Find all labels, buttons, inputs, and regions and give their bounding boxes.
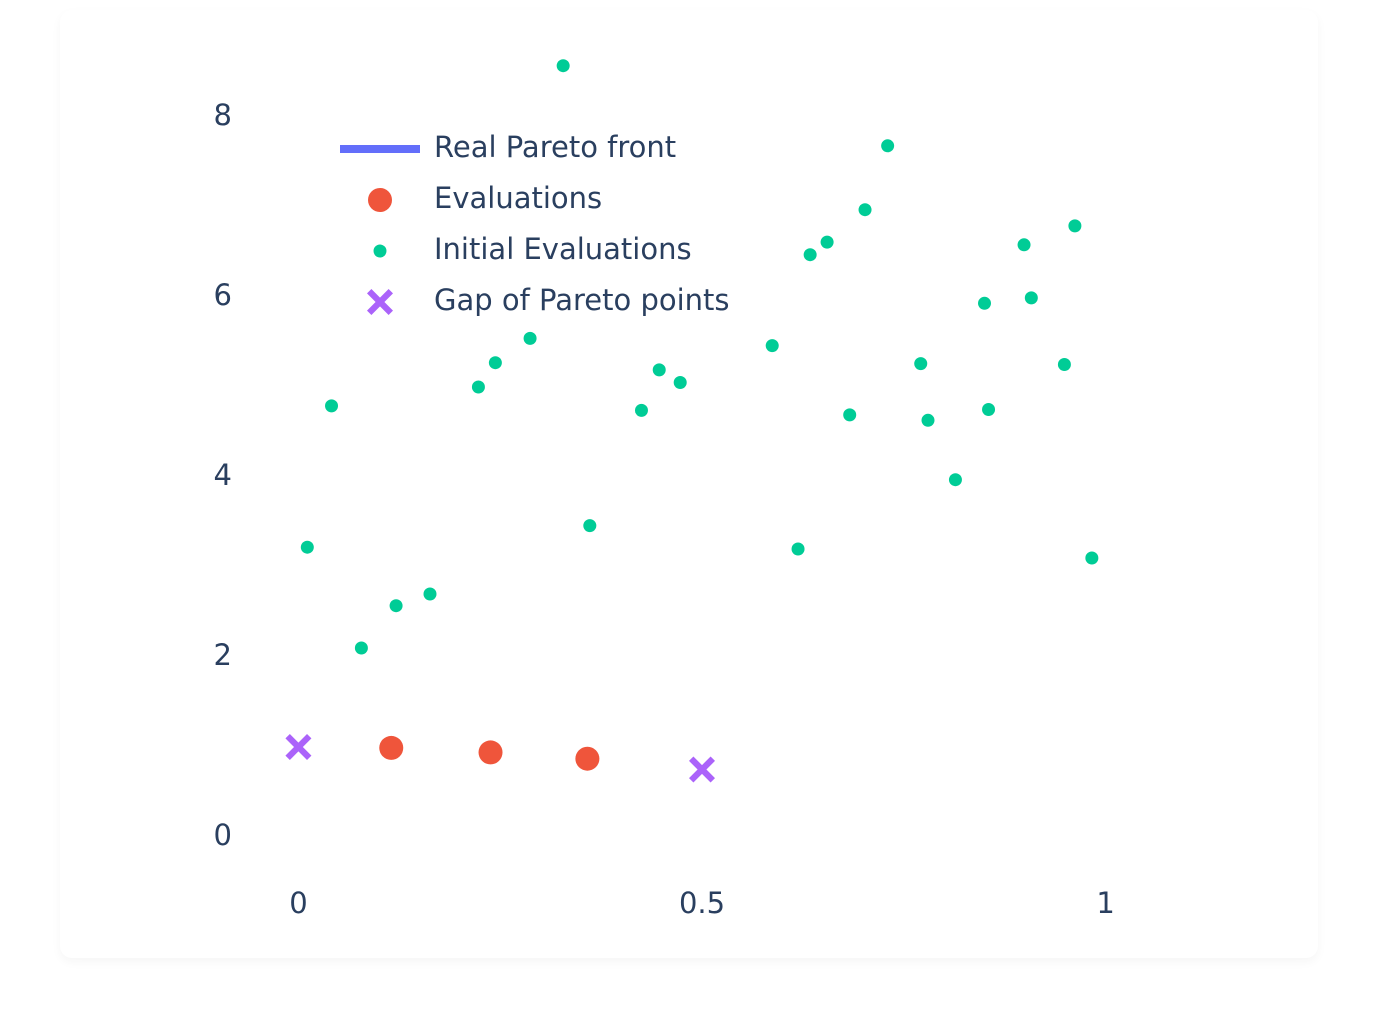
point (423, 587, 437, 601)
point (948, 473, 962, 487)
legend-label: Initial Evaluations (434, 232, 692, 266)
point (1017, 238, 1031, 252)
point (921, 413, 935, 427)
point (575, 746, 600, 771)
legend-swatch (367, 289, 393, 315)
point (379, 735, 404, 760)
point (858, 203, 872, 217)
legend-label: Real Pareto front (434, 130, 676, 164)
point (765, 339, 779, 353)
point (488, 356, 502, 370)
point (652, 363, 666, 377)
legend-label: Gap of Pareto points (434, 283, 730, 317)
point (1024, 291, 1038, 305)
point (523, 331, 537, 345)
point (843, 408, 857, 422)
point (471, 380, 485, 394)
point (982, 403, 996, 416)
x-tick-label: 0.5 (679, 886, 725, 920)
point (820, 235, 834, 249)
legend-label: Evaluations (434, 181, 602, 215)
point (673, 376, 687, 389)
point (583, 519, 597, 533)
point (1068, 219, 1082, 233)
y-tick-label: 8 (214, 98, 232, 132)
point (791, 542, 805, 556)
point (689, 756, 715, 783)
point (285, 734, 312, 760)
point (354, 641, 368, 655)
x-tick-label: 0 (289, 886, 307, 920)
legend-swatch (368, 188, 392, 212)
y-tick-label: 6 (214, 278, 232, 312)
y-tick-label: 0 (214, 818, 232, 852)
point (881, 139, 895, 153)
y-tick-label: 2 (214, 638, 232, 672)
point (478, 740, 503, 765)
x-tick-label: 1 (1096, 886, 1114, 920)
y-tick-label: 4 (214, 458, 232, 492)
card (60, 10, 1318, 958)
point (300, 540, 314, 554)
point (325, 399, 339, 413)
point (634, 403, 648, 417)
point (914, 357, 928, 371)
point (1085, 551, 1099, 565)
legend-swatch (373, 244, 387, 258)
point (978, 296, 991, 310)
point (803, 248, 817, 262)
point (1057, 358, 1071, 371)
point (389, 599, 403, 613)
point (556, 59, 570, 73)
